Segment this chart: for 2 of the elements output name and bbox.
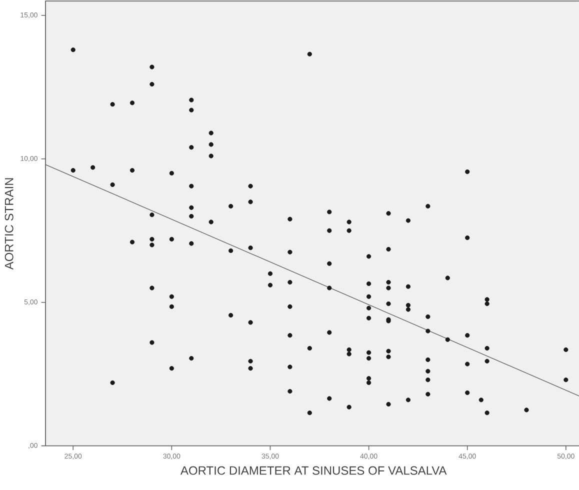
y-axis-title: AORTIC STRAIN (4, 178, 14, 270)
x-axis-title: AORTIC DIAMETER AT SINUSES OF VALSALVA (180, 466, 447, 475)
